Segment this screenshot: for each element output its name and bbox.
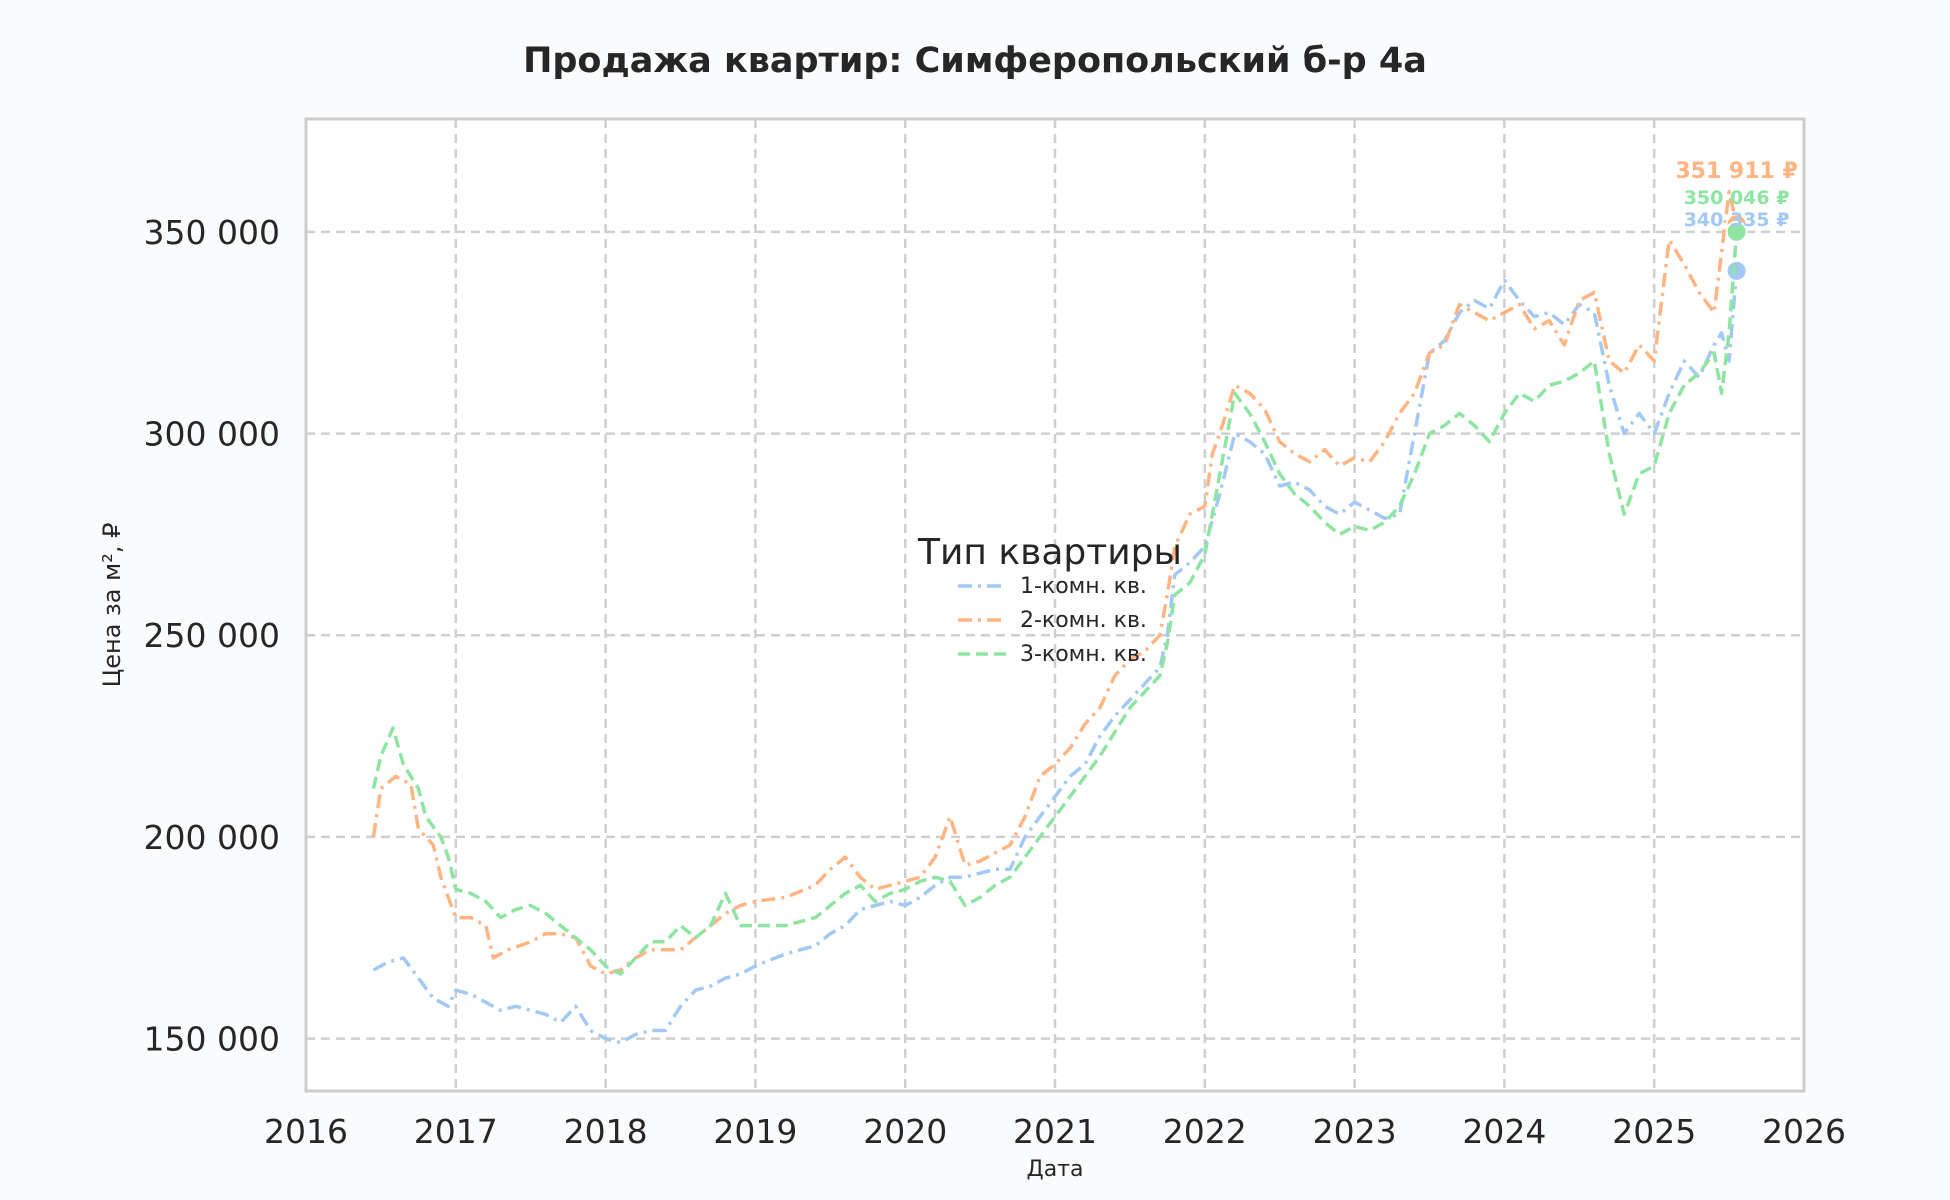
x-tick-label: 2019 [713, 1112, 797, 1151]
legend-item-1[interactable]: 1-комн. кв. [1020, 574, 1147, 599]
x-tick-label: 2024 [1462, 1112, 1546, 1151]
y-tick-label: 150 000 [144, 1020, 280, 1059]
x-tick-label: 2026 [1762, 1112, 1846, 1151]
y-tick-label: 250 000 [144, 616, 280, 655]
plot-frame [304, 117, 1806, 1093]
x-tick-label: 2025 [1612, 1112, 1696, 1151]
chart-title: Продажа квартир: Симферопольский б-р 4а [523, 41, 1427, 81]
y-tick-label: 300 000 [144, 415, 280, 454]
legend-item-3[interactable]: 3-комн. кв. [1020, 642, 1147, 667]
y-tick-label: 350 000 [144, 213, 280, 252]
series-end-label-2: 351 911 ₽ [1675, 159, 1797, 184]
legend-title: Тип квартиры [917, 532, 1182, 573]
series-line-3 [371, 231, 1739, 976]
x-tick-label: 2022 [1163, 1112, 1247, 1151]
end-labels: 351 911 ₽ 350 046 ₽340 335 ₽ [1675, 159, 1797, 231]
legend-item-2[interactable]: 2-комн. кв. [1020, 608, 1147, 633]
series-end-label-3: 350 046 ₽ [1684, 187, 1790, 209]
series-end-point-3 [1725, 220, 1748, 243]
x-tick-label: 2017 [414, 1112, 498, 1151]
series-layer [371, 189, 1748, 1045]
x-tick-label: 2021 [1013, 1112, 1097, 1151]
x-axis-label: Дата [1027, 1157, 1084, 1182]
y-tick-label: 200 000 [144, 818, 280, 857]
x-tick-label: 2020 [863, 1112, 947, 1151]
x-tick-label: 2016 [264, 1112, 348, 1151]
axis-ticks: 2016 2017 2018 2019 2020 2021 2022 2023 2024 2025… [144, 213, 1846, 1151]
x-tick-label: 2023 [1313, 1112, 1397, 1151]
series-end-point-1 [1725, 259, 1748, 282]
series-line-1 [372, 270, 1739, 1045]
x-tick-label: 2018 [564, 1112, 648, 1151]
series-end-label-1: 340 335 ₽ [1684, 209, 1790, 231]
y-axis-label: Цена за м², ₽ [98, 523, 126, 688]
